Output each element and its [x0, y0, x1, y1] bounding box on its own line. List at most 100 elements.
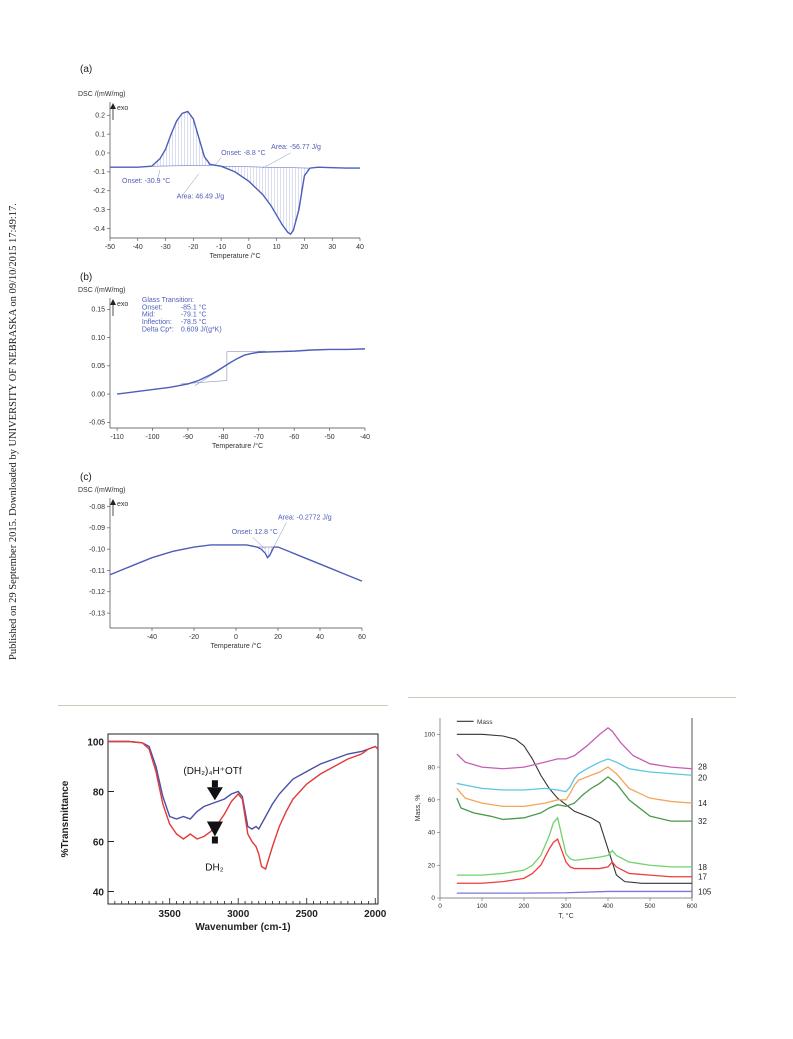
annotation-text: Onset: -30.9 °C	[122, 177, 170, 185]
dsc-curve-a	[110, 110, 360, 236]
ir-spectrum-chart: 100 80 60 40 3500 3000 2500 2000 Wavenumber (cm-…	[60, 733, 387, 933]
annotation-complex: (DH₂)₄H⁺OTf	[183, 766, 241, 777]
x-axis-label: T, °C	[558, 912, 573, 920]
y-tick-label: -0.4	[93, 226, 105, 233]
series-end-label: 105	[698, 887, 712, 896]
arrow-up-icon	[206, 821, 223, 837]
exo-label: exo	[117, 501, 128, 508]
annotation-text: Inflection:	[142, 319, 172, 326]
endo-peak-area	[221, 166, 310, 235]
annotation-text: Area: 46.49 J/g	[177, 193, 225, 200]
exo-arrow-icon	[110, 103, 116, 109]
y-tick-label: 0.2	[95, 113, 105, 120]
ir-series-complex	[108, 740, 379, 831]
exo-arrow-icon	[110, 299, 116, 305]
x-tick-label: 200	[519, 903, 530, 910]
plot-frame	[107, 733, 379, 905]
x-tick-label: -70	[254, 434, 264, 441]
y-tick-label: -0.13	[89, 610, 105, 617]
dsc-curve-c	[109, 544, 363, 582]
x-axis-label: Temperature /°C	[212, 442, 263, 450]
annotation-text: Area: -0.2772 J/g	[278, 514, 332, 521]
endo-peak-area-baseline	[221, 165, 311, 169]
x-tick-label: -100	[145, 434, 159, 441]
y-axis-label: %Transmittance	[60, 780, 71, 857]
annotation-leader	[273, 522, 287, 548]
y-tick-label: 40	[428, 830, 436, 837]
y-tick-label: 100	[87, 738, 104, 749]
annotation-text: Onset: 12.8 °C	[232, 528, 278, 536]
x-tick-label: -40	[360, 434, 370, 441]
y-tick-label: 60	[428, 797, 436, 804]
dsc-chart-c: (c) DSC /(mW/mg) exo -0.08 -0.09 -0.10 -0.11 -0…	[78, 472, 366, 650]
y-tick-label: -0.3	[93, 207, 105, 214]
exo-arrow-icon	[110, 499, 116, 505]
exo-peak-area-baseline	[151, 165, 216, 167]
panel-label: (c)	[80, 472, 92, 483]
x-tick-label: -80	[218, 434, 228, 441]
x-tick-label: 0	[438, 903, 442, 910]
y-tick-label: -0.08	[89, 504, 105, 511]
x-tick-label: 300	[561, 903, 572, 910]
x-tick-label: 0	[234, 634, 238, 641]
x-tick-label: 2000	[364, 909, 387, 920]
annotation-text: Glass Transition:	[142, 297, 194, 304]
tga-series-28	[456, 726, 693, 770]
y-tick-label: -0.12	[89, 589, 105, 596]
annotation-leader	[156, 169, 161, 181]
x-tick-label: -40	[133, 244, 143, 251]
margin-note: Published on 29 September 2015. Download…	[4, 180, 24, 680]
y-tick-label: 60	[93, 838, 105, 849]
x-tick-label: -50	[105, 244, 115, 251]
annotation-leader	[252, 537, 266, 550]
annotation-text: Area: -56.77 J/g	[271, 144, 321, 151]
dsc-curve-b	[116, 348, 366, 395]
annotation-leader	[262, 152, 291, 169]
tga-series-105	[456, 890, 692, 894]
annotation-leader	[215, 157, 222, 165]
x-tick-label: 400	[603, 903, 614, 910]
y-axis-label: DSC /(mW/mg)	[78, 91, 125, 98]
x-tick-label: 500	[645, 903, 656, 910]
tga-series-18	[456, 816, 692, 876]
glass-tangent-high	[226, 350, 266, 352]
series-end-label: 32	[698, 817, 707, 826]
y-axis-label: DSC /(mW/mg)	[78, 287, 125, 294]
x-tick-label: 3000	[227, 909, 250, 920]
tga-series-14	[456, 766, 693, 808]
series-end-label: 14	[698, 799, 707, 808]
annotation-text: Delta Cp*:	[142, 326, 174, 333]
y-tick-label: 0.1	[95, 131, 105, 138]
annotation-text: -79.1 °C	[181, 311, 207, 319]
y-tick-label: 0.05	[91, 363, 105, 370]
annotation-text: Onset: -8.8 °C	[221, 149, 265, 157]
x-tick-label: -20	[188, 244, 198, 251]
y-tick-label: -0.10	[89, 546, 105, 553]
y-tick-label: -0.09	[89, 525, 105, 532]
dsc-chart-b: (b)DSC /(mW/mg)exo0.150.100.050.00-0.05-…	[78, 272, 370, 450]
ir-series-dh2	[108, 740, 379, 871]
tga-ms-chart: 0 20 40 60 80 100 0 100 200 300 400 500 600 T, °C Mass…	[415, 718, 712, 920]
exo-label: exo	[117, 301, 128, 308]
y-tick-label: -0.1	[93, 169, 105, 176]
annotation-text: -78.5 °C	[181, 318, 207, 326]
tga-series-32	[456, 776, 692, 822]
x-tick-label: 30	[328, 244, 336, 251]
y-tick-label: 20	[428, 862, 436, 869]
series-end-label: 18	[698, 863, 707, 872]
y-tick-label: 0.0	[95, 150, 105, 157]
x-tick-label: 2500	[296, 909, 319, 920]
exo-label: exo	[117, 105, 128, 112]
x-tick-label: -10	[216, 244, 226, 251]
tga-series-17	[456, 838, 692, 884]
tga-series-mass	[456, 733, 692, 884]
y-tick-label: 0	[431, 895, 435, 902]
y-tick-label: -0.11	[90, 568, 106, 575]
x-tick-label: 40	[316, 634, 324, 641]
y-axis-label: Mass, %	[415, 795, 422, 822]
x-axis-label: Temperature /°C	[210, 642, 261, 650]
arrow-up-shaft	[211, 836, 218, 844]
y-tick-label: 100	[424, 732, 435, 739]
annotation-dh2: DH₂	[205, 862, 223, 873]
x-tick-label: 600	[687, 903, 698, 910]
